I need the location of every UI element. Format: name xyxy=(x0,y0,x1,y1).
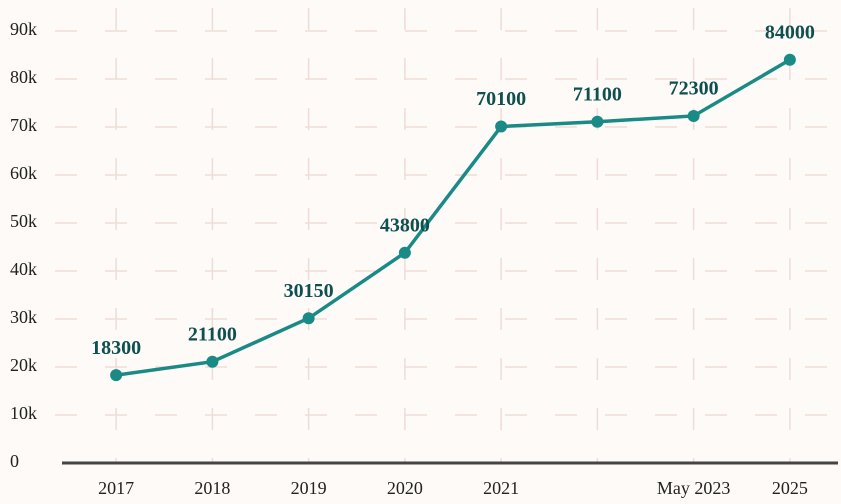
point xyxy=(110,369,123,382)
line xyxy=(115,58,791,377)
x-tick-label: 2021 xyxy=(483,478,519,498)
y-tick-label: 0 xyxy=(10,451,19,471)
x-tick-label: 2019 xyxy=(291,478,327,498)
x-tick-label: 2025 xyxy=(772,478,808,498)
y-tick-label: 40k xyxy=(10,259,37,279)
y-tick-label: 30k xyxy=(10,307,37,327)
x-tick-label: 2017 xyxy=(98,478,134,498)
point xyxy=(495,120,508,133)
y-tick-label: 20k xyxy=(10,355,37,375)
value-label: 84000 xyxy=(765,21,815,43)
y-tick-label: 50k xyxy=(10,211,37,231)
value-label: 21100 xyxy=(188,323,237,345)
point xyxy=(591,115,604,128)
value-label: 30150 xyxy=(284,280,334,302)
x-tick-label: May 2023 xyxy=(657,478,731,498)
y-tick-label: 90k xyxy=(10,19,37,39)
point xyxy=(783,53,796,66)
value-label: 71100 xyxy=(573,83,622,105)
y-tick-label: 80k xyxy=(10,67,37,87)
point xyxy=(398,246,411,259)
value-label: 72300 xyxy=(669,78,719,100)
value-label: 18300 xyxy=(91,337,141,359)
y-tick-label: 60k xyxy=(10,163,37,183)
value-label: 70100 xyxy=(476,88,526,110)
point xyxy=(206,355,219,368)
y-tick-label: 10k xyxy=(10,403,37,423)
point xyxy=(687,109,700,122)
x-tick-label: 2018 xyxy=(194,478,230,498)
value-label: 43800 xyxy=(380,214,430,236)
x-tick-label: 2020 xyxy=(387,478,423,498)
point xyxy=(302,312,315,325)
y-tick-label: 70k xyxy=(10,115,37,135)
